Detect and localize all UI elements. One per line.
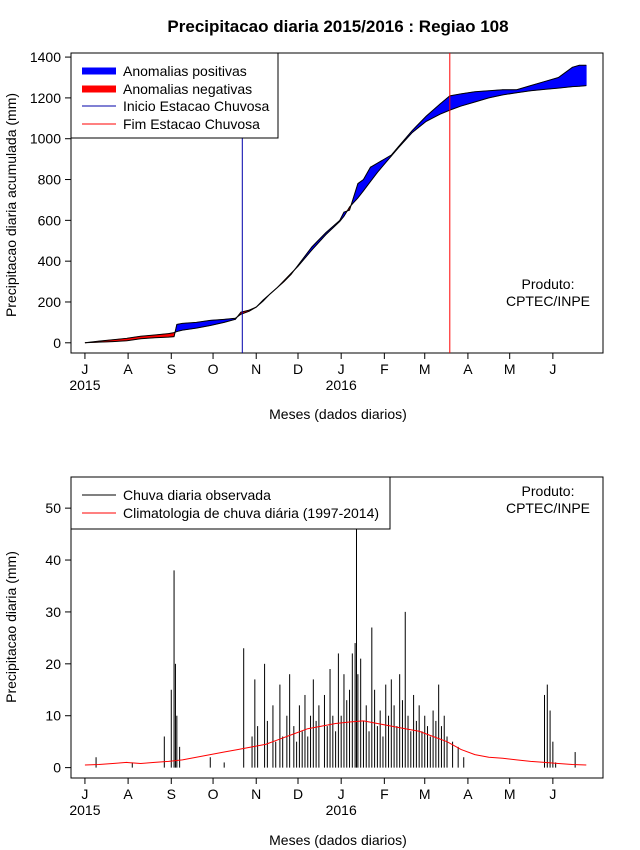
daily-x-tick-label-2: S bbox=[167, 786, 176, 802]
cumulative-y-tick-label-600: 600 bbox=[38, 212, 62, 228]
daily-legend-box bbox=[70, 476, 391, 530]
daily-x-tick-label-0: J bbox=[81, 786, 88, 802]
daily-legend: Chuva diaria observada Climatologia de c… bbox=[70, 476, 391, 530]
daily-y-tick-label-0: 0 bbox=[53, 760, 61, 776]
cumulative-x-tick-label-11: J bbox=[549, 361, 556, 377]
cumulative-x-tick-label-2: S bbox=[167, 361, 176, 377]
cumulative-x-tick-label-1: A bbox=[123, 361, 133, 377]
legend-label-start: Inicio Estacao Chuvosa bbox=[123, 98, 270, 114]
cumulative-x-tick-label-3: O bbox=[208, 361, 219, 377]
daily-year-label-1: 2016 bbox=[326, 802, 357, 818]
daily-x-tick-label-10: M bbox=[504, 786, 516, 802]
daily-x-axis-label: Meses (dados diarios) bbox=[269, 832, 407, 848]
product-note-line2-lower: CPTEC/INPE bbox=[506, 500, 590, 516]
cumulative-x-tick-label-4: N bbox=[251, 361, 261, 377]
cumulative-x-tick-label-9: A bbox=[463, 361, 473, 377]
legend-label-negative: Anomalias negativas bbox=[123, 81, 252, 97]
cumulative-x-tick-label-6: J bbox=[338, 361, 345, 377]
cumulative-x-tick-label-0: J bbox=[81, 361, 88, 377]
cumulative-x-axis-label: Meses (dados diarios) bbox=[269, 406, 407, 422]
cumulative-y-tick-label-200: 200 bbox=[38, 294, 62, 310]
legend-label-observed: Chuva diaria observada bbox=[123, 487, 271, 503]
cumulative-x-tick-label-8: M bbox=[419, 361, 431, 377]
anomaly-segment-28-0 bbox=[357, 178, 364, 199]
cumulative-plot-frame bbox=[70, 52, 604, 354]
daily-x-tick-label-6: J bbox=[338, 786, 345, 802]
cumulative-x-tick-label-5: D bbox=[293, 361, 303, 377]
daily-x-tick-label-4: N bbox=[251, 786, 261, 802]
cumulative-y-tick-label-1000: 1000 bbox=[30, 131, 61, 147]
anomaly-segment-36-0 bbox=[425, 103, 441, 122]
cumulative-y-tick-label-400: 400 bbox=[38, 253, 62, 269]
daily-y-tick-label-50: 50 bbox=[45, 500, 61, 516]
daily-y-tick-label-30: 30 bbox=[45, 604, 61, 620]
cumulative-year-label-0: 2015 bbox=[69, 377, 100, 393]
anomaly-segment-47-0 bbox=[572, 64, 580, 87]
climatology-cumulative-line bbox=[84, 85, 587, 344]
legend-label-end: Fim Estacao Chuvosa bbox=[123, 116, 260, 132]
cumulative-y-tick-label-1200: 1200 bbox=[30, 90, 61, 106]
anomaly-segment-46-0 bbox=[558, 66, 573, 89]
cumulative-legend: Anomalias positivas Anomalias negativas … bbox=[70, 52, 279, 139]
daily-y-tick-label-20: 20 bbox=[45, 656, 61, 672]
anomaly-segment-30-0 bbox=[370, 162, 378, 183]
anomaly-segment-37-0 bbox=[439, 95, 451, 115]
product-note-line1: Produto: bbox=[522, 276, 575, 292]
cumulative-x-tick-label-7: F bbox=[380, 361, 389, 377]
cumulative-x-tick-label-10: M bbox=[504, 361, 516, 377]
cumulative-y-tick-label-0: 0 bbox=[53, 335, 61, 351]
observed-cumulative-line bbox=[84, 64, 587, 344]
cumulative-y-tick-label-800: 800 bbox=[38, 172, 62, 188]
daily-x-tick-label-11: J bbox=[549, 786, 556, 802]
daily-x-tick-label-1: A bbox=[123, 786, 133, 802]
cumulative-y-axis-label: Precipitacao diaria acumulada (mm) bbox=[3, 93, 19, 317]
daily-y-tick-label-40: 40 bbox=[45, 552, 61, 568]
cumulative-y-tick-label-1400: 1400 bbox=[30, 49, 61, 65]
daily-x-tick-label-7: F bbox=[380, 786, 389, 802]
daily-x-tick-label-8: M bbox=[419, 786, 431, 802]
daily-x-tick-label-3: O bbox=[208, 786, 219, 802]
daily-year-label-0: 2015 bbox=[69, 802, 100, 818]
climatology-daily-line bbox=[84, 720, 587, 766]
daily-x-tick-label-9: A bbox=[463, 786, 473, 802]
daily-y-axis-label: Precipitacao diaria (mm) bbox=[3, 551, 19, 703]
daily-x-tick-label-5: D bbox=[293, 786, 303, 802]
product-note-line2: CPTEC/INPE bbox=[506, 293, 590, 309]
anomaly-segment-29-0 bbox=[363, 166, 371, 192]
cumulative-year-label-1: 2016 bbox=[326, 377, 357, 393]
legend-label-positive: Anomalias positivas bbox=[123, 63, 247, 79]
legend-label-climatology: Climatologia de chuva diária (1997-2014) bbox=[123, 505, 379, 521]
figure-title: Precipitacao diaria 2015/2016 : Regiao 1… bbox=[167, 17, 508, 36]
daily-y-tick-label-10: 10 bbox=[45, 708, 61, 724]
anomaly-segment-48-0 bbox=[579, 64, 587, 87]
product-note-line1-lower: Produto: bbox=[522, 483, 575, 499]
